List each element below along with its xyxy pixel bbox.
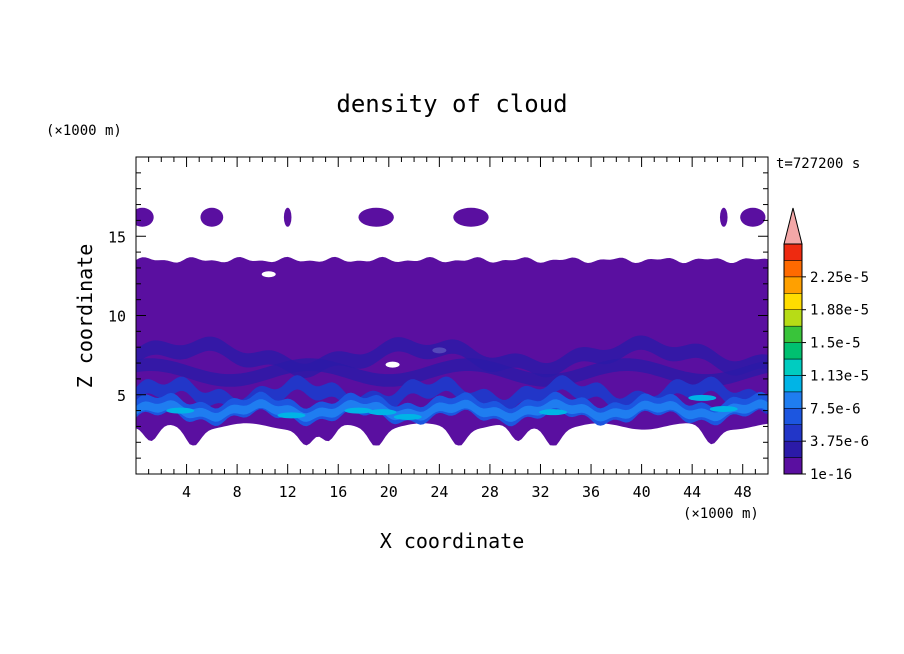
cloud-dense-spot: [344, 407, 373, 414]
colorbar-segment: [783, 309, 803, 327]
colorbar-segment: [783, 440, 803, 458]
colorbar-extend-arrow: [783, 207, 803, 245]
cloud-gap: [385, 361, 400, 368]
colorbar-segment: [783, 375, 803, 393]
x-tick-label: 28: [481, 483, 499, 501]
x-unit-label: (×1000 m): [683, 506, 759, 522]
cloud-upper-patch: [136, 207, 154, 227]
colorbar-segment: [783, 276, 803, 294]
colorbar-label: 3.75e-6: [810, 434, 869, 450]
colorbar-label: 7.5e-6: [810, 401, 861, 417]
colorbar-frame: [783, 243, 803, 475]
colorbar-segment: [783, 293, 803, 310]
colorbar-segment: [783, 260, 803, 278]
cloud-band-core: [136, 399, 768, 422]
colorbar-segment: [783, 342, 803, 360]
x-tick-label: 32: [531, 483, 549, 501]
x-tick-label: 48: [734, 483, 752, 501]
cloud-upper-patch: [200, 207, 224, 227]
cloud-dense-spot: [539, 409, 568, 416]
cloud-dense-spot: [166, 407, 195, 414]
x-tick-label: 24: [430, 483, 448, 501]
contour-field: [136, 207, 768, 446]
cloud-upper-patch: [740, 207, 766, 227]
x-tick-label: 36: [582, 483, 600, 501]
cloud-upper-patch: [358, 207, 394, 227]
colorbar: 1e-16 3.75e-6 7.5e-6 1.13e-5 1.5e-5 1.88e-5 2.…: [783, 207, 869, 483]
colorbar-segment: [783, 457, 803, 475]
x-tick-label: 16: [329, 483, 347, 501]
cloud-upper-patch: [719, 207, 728, 227]
cloud-band-mid: [136, 358, 768, 387]
x-tick-label: 40: [633, 483, 651, 501]
x-tick-label: 44: [683, 483, 701, 501]
cloud-dense-spot: [393, 413, 422, 420]
y-axis: 5 10 15: [108, 172, 768, 459]
colorbar-label: 2.25e-5: [810, 270, 869, 286]
x-tick-label: 8: [233, 483, 242, 501]
colorbar-segment: [783, 408, 803, 425]
colorbar-segment: [783, 358, 803, 376]
colorbar-segment: [783, 391, 803, 409]
cloud-upper-patch: [283, 207, 292, 227]
x-tick-label: 4: [182, 483, 191, 501]
x-axis-label: X coordinate: [380, 529, 525, 553]
colorbar-label: 1e-16: [810, 467, 852, 483]
colorbar-label: 1.88e-5: [810, 303, 869, 319]
y-tick-label: 10: [108, 308, 126, 326]
colorbar-label: 1.13e-5: [810, 368, 869, 384]
colorbar-segment: [783, 243, 803, 261]
x-tick-label: 12: [279, 483, 297, 501]
colorbar-segment: [783, 325, 803, 343]
time-label: t=727200 s: [776, 156, 860, 172]
cloud-gap: [261, 271, 276, 278]
cloud-dense-spot: [368, 409, 397, 416]
y-tick-label: 15: [108, 228, 126, 246]
colorbar-segment: [783, 424, 803, 442]
colorbar-label: 1.5e-5: [810, 336, 861, 352]
x-tick-label: 20: [380, 483, 398, 501]
cloud-dense-spot: [688, 394, 717, 401]
y-axis-label: Z coordinate: [73, 244, 97, 389]
cloud-dense-spot: [277, 412, 306, 419]
chart-title: density of cloud: [336, 90, 567, 118]
y-unit-label: (×1000 m): [46, 123, 122, 139]
y-tick-label: 5: [117, 387, 126, 405]
x-axis: 4 8 12 16 20 24 28 32 36 40 44 48: [148, 157, 756, 501]
cloud-dense-spot: [709, 406, 738, 413]
cloud-upper-patch: [453, 207, 489, 227]
